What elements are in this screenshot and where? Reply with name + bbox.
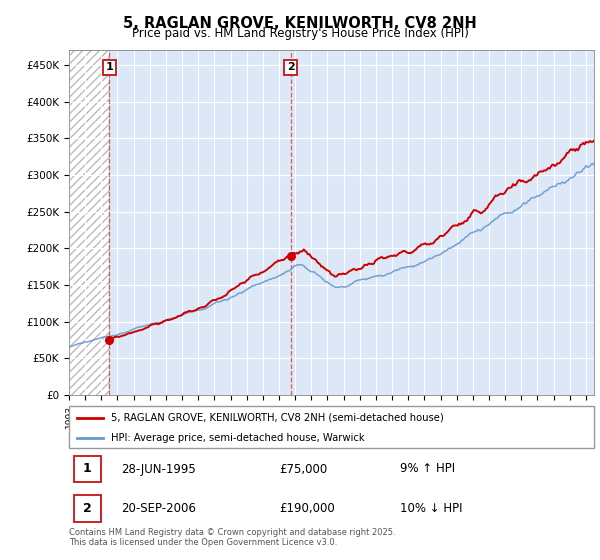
Text: 1: 1 (106, 63, 113, 72)
Text: 2: 2 (287, 63, 295, 72)
Text: 28-JUN-1995: 28-JUN-1995 (121, 463, 196, 475)
Text: Price paid vs. HM Land Registry's House Price Index (HPI): Price paid vs. HM Land Registry's House … (131, 27, 469, 40)
Text: 5, RAGLAN GROVE, KENILWORTH, CV8 2NH: 5, RAGLAN GROVE, KENILWORTH, CV8 2NH (123, 16, 477, 31)
Text: 9% ↑ HPI: 9% ↑ HPI (400, 463, 455, 475)
Text: 20-SEP-2006: 20-SEP-2006 (121, 502, 196, 515)
Text: £190,000: £190,000 (279, 502, 335, 515)
Text: 10% ↓ HPI: 10% ↓ HPI (400, 502, 462, 515)
Text: 5, RAGLAN GROVE, KENILWORTH, CV8 2NH (semi-detached house): 5, RAGLAN GROVE, KENILWORTH, CV8 2NH (se… (111, 413, 444, 423)
Text: 2: 2 (83, 502, 92, 515)
FancyBboxPatch shape (69, 406, 594, 448)
Text: Contains HM Land Registry data © Crown copyright and database right 2025.
This d: Contains HM Land Registry data © Crown c… (69, 528, 395, 547)
Text: HPI: Average price, semi-detached house, Warwick: HPI: Average price, semi-detached house,… (111, 433, 365, 443)
Bar (69, 50, 109, 395)
Text: £75,000: £75,000 (279, 463, 327, 475)
FancyBboxPatch shape (74, 495, 101, 521)
FancyBboxPatch shape (74, 456, 101, 482)
Text: 1: 1 (83, 463, 92, 475)
